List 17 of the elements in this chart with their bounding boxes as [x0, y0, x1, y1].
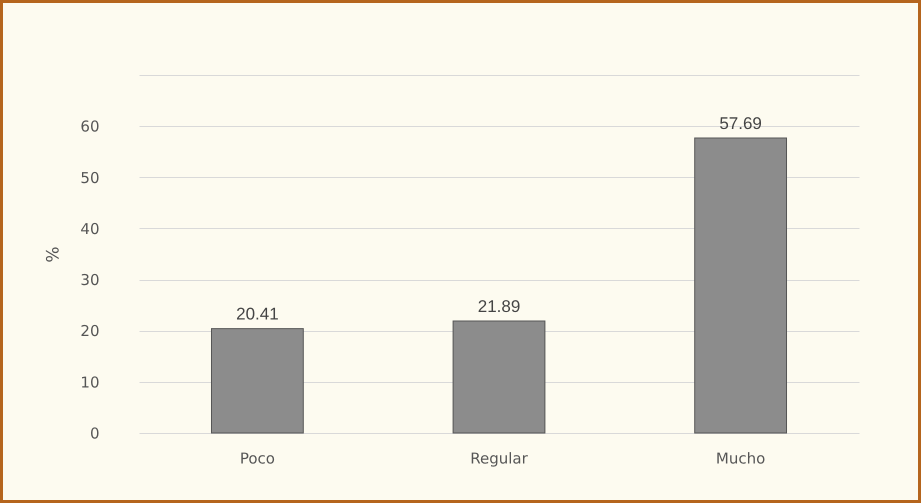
- x-tick-label: Mucho: [716, 450, 766, 468]
- y-tick-label: 60: [80, 118, 100, 136]
- y-tick-label: 0: [90, 424, 100, 442]
- y-tick-label: 30: [80, 271, 100, 290]
- y-tick-label: 40: [80, 220, 100, 238]
- data-label: 20.41: [236, 304, 279, 324]
- x-tick-label: Poco: [240, 450, 275, 468]
- data-label: 57.69: [719, 114, 762, 133]
- y-tick-label: 20: [80, 322, 100, 340]
- y-axis-title: %: [43, 246, 64, 263]
- y-tick-label: 50: [80, 168, 100, 187]
- bar: [452, 320, 546, 434]
- bar: [694, 137, 788, 434]
- bar: [210, 328, 304, 434]
- data-label: 21.89: [478, 297, 520, 316]
- y-tick-label: 10: [80, 373, 100, 392]
- x-tick-label: Regular: [470, 450, 529, 468]
